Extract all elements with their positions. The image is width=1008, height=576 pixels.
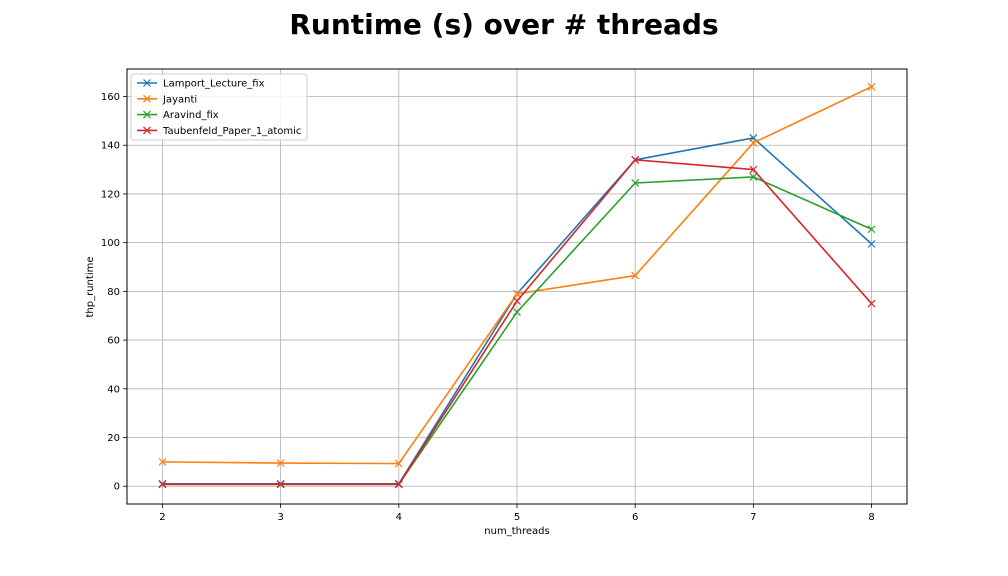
x-tick-label: 6 [632,512,638,523]
legend-swatch-marker [143,79,151,87]
y-tick-label: 60 [107,336,120,347]
legend-label: Aravind_fix [163,110,219,121]
x-tick-label: 2 [159,512,165,523]
series-jayanti [158,82,876,468]
y-tick-label: 120 [101,189,120,200]
y-tick-label: 140 [101,141,120,152]
y-axis-label: thp_runtime [85,257,96,318]
x-tick-label: 3 [277,512,283,523]
data-point-marker [867,82,876,91]
y-tick-label: 100 [101,238,120,249]
legend-swatch-marker [143,94,151,103]
x-tick-label: 5 [514,512,520,523]
data-point-marker [867,225,876,234]
grid-lines [127,69,907,504]
legend-label: Jayanti [162,94,197,105]
y-tick-label: 40 [107,384,120,395]
legend-swatch-marker [143,126,151,135]
data-point-marker [867,299,876,308]
y-tick-label: 20 [107,433,120,444]
data-point-marker [631,271,640,280]
data-point-marker [749,138,758,147]
chart-title: Runtime (s) over # threads [289,8,718,41]
data-point-marker [513,297,521,306]
legend-entry: Taubenfeld_Paper_1_atomic [137,126,301,137]
data-point-marker [631,179,640,187]
data-point-marker [631,155,640,164]
series-taubenfeld-paper-1-atomic [158,155,876,489]
data-point-marker [158,457,167,466]
y-tick-label: 160 [101,92,120,103]
data-point-marker [276,480,285,489]
x-axis-label: num_threads [484,526,549,537]
data-point-marker [513,289,521,298]
x-tick-label: 7 [750,512,756,523]
legend: Lamport_Lecture_fix Jayanti Aravind_fix Tau… [130,73,308,141]
x-tick-label: 8 [868,512,874,523]
y-tick-label: 80 [107,287,120,298]
data-point-marker [749,165,758,174]
legend-swatch-marker [143,110,151,119]
data-point-marker [158,480,167,489]
y-tick-label: 0 [114,482,120,493]
data-point-marker [394,459,403,468]
series-layer [158,82,876,489]
legend-label: Taubenfeld_Paper_1_atomic [162,126,301,137]
data-point-marker [749,172,758,181]
data-point-marker [867,239,876,248]
x-tick-label: 4 [396,512,402,523]
legend-box [130,73,308,141]
legend-entry: Jayanti [137,94,197,105]
data-point-marker [394,480,403,489]
legend-label: Lamport_Lecture_fix [163,79,265,90]
data-point-marker [513,308,521,316]
data-point-marker [276,459,285,468]
legend-entry: Lamport_Lecture_fix [137,79,265,90]
legend-entry: Aravind_fix [137,110,219,121]
